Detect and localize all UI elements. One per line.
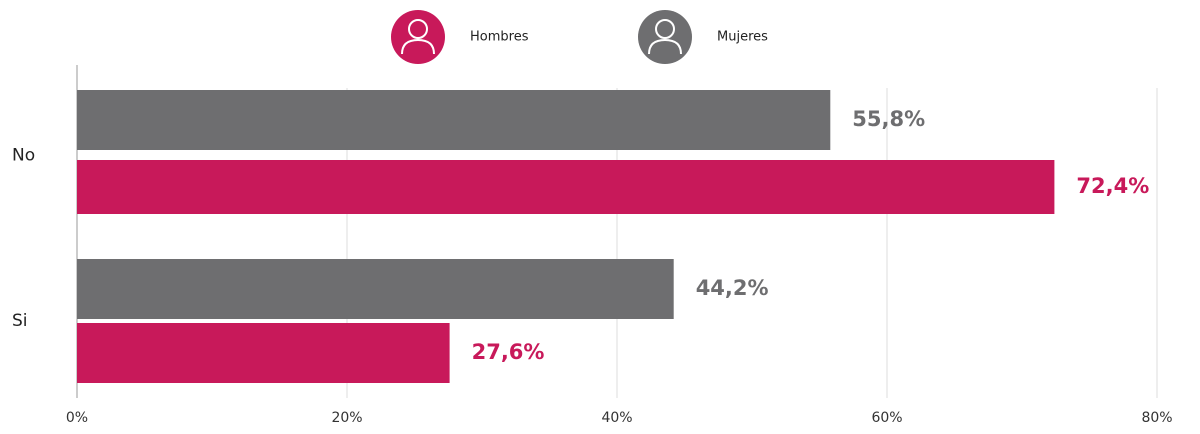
value-label: 55,8% xyxy=(852,107,925,131)
bar xyxy=(77,90,831,150)
x-tick-label: 0% xyxy=(66,410,88,426)
legend-label: Mujeres xyxy=(717,30,768,45)
x-tick-label: 20% xyxy=(331,410,362,426)
category-label: Si xyxy=(12,311,28,331)
legend-label: Hombres xyxy=(470,30,529,45)
value-label: 72,4% xyxy=(1076,174,1149,198)
bar xyxy=(77,259,674,319)
x-tick-label: 40% xyxy=(601,410,632,426)
legend-icon xyxy=(391,10,692,64)
value-label: 27,6% xyxy=(472,340,545,364)
bar xyxy=(77,160,1055,214)
value-label: 44,2% xyxy=(696,276,769,300)
x-tick-label: 60% xyxy=(871,410,902,426)
bar xyxy=(77,323,450,383)
x-tick-label: 80% xyxy=(1141,410,1172,426)
category-label: No xyxy=(12,146,35,166)
